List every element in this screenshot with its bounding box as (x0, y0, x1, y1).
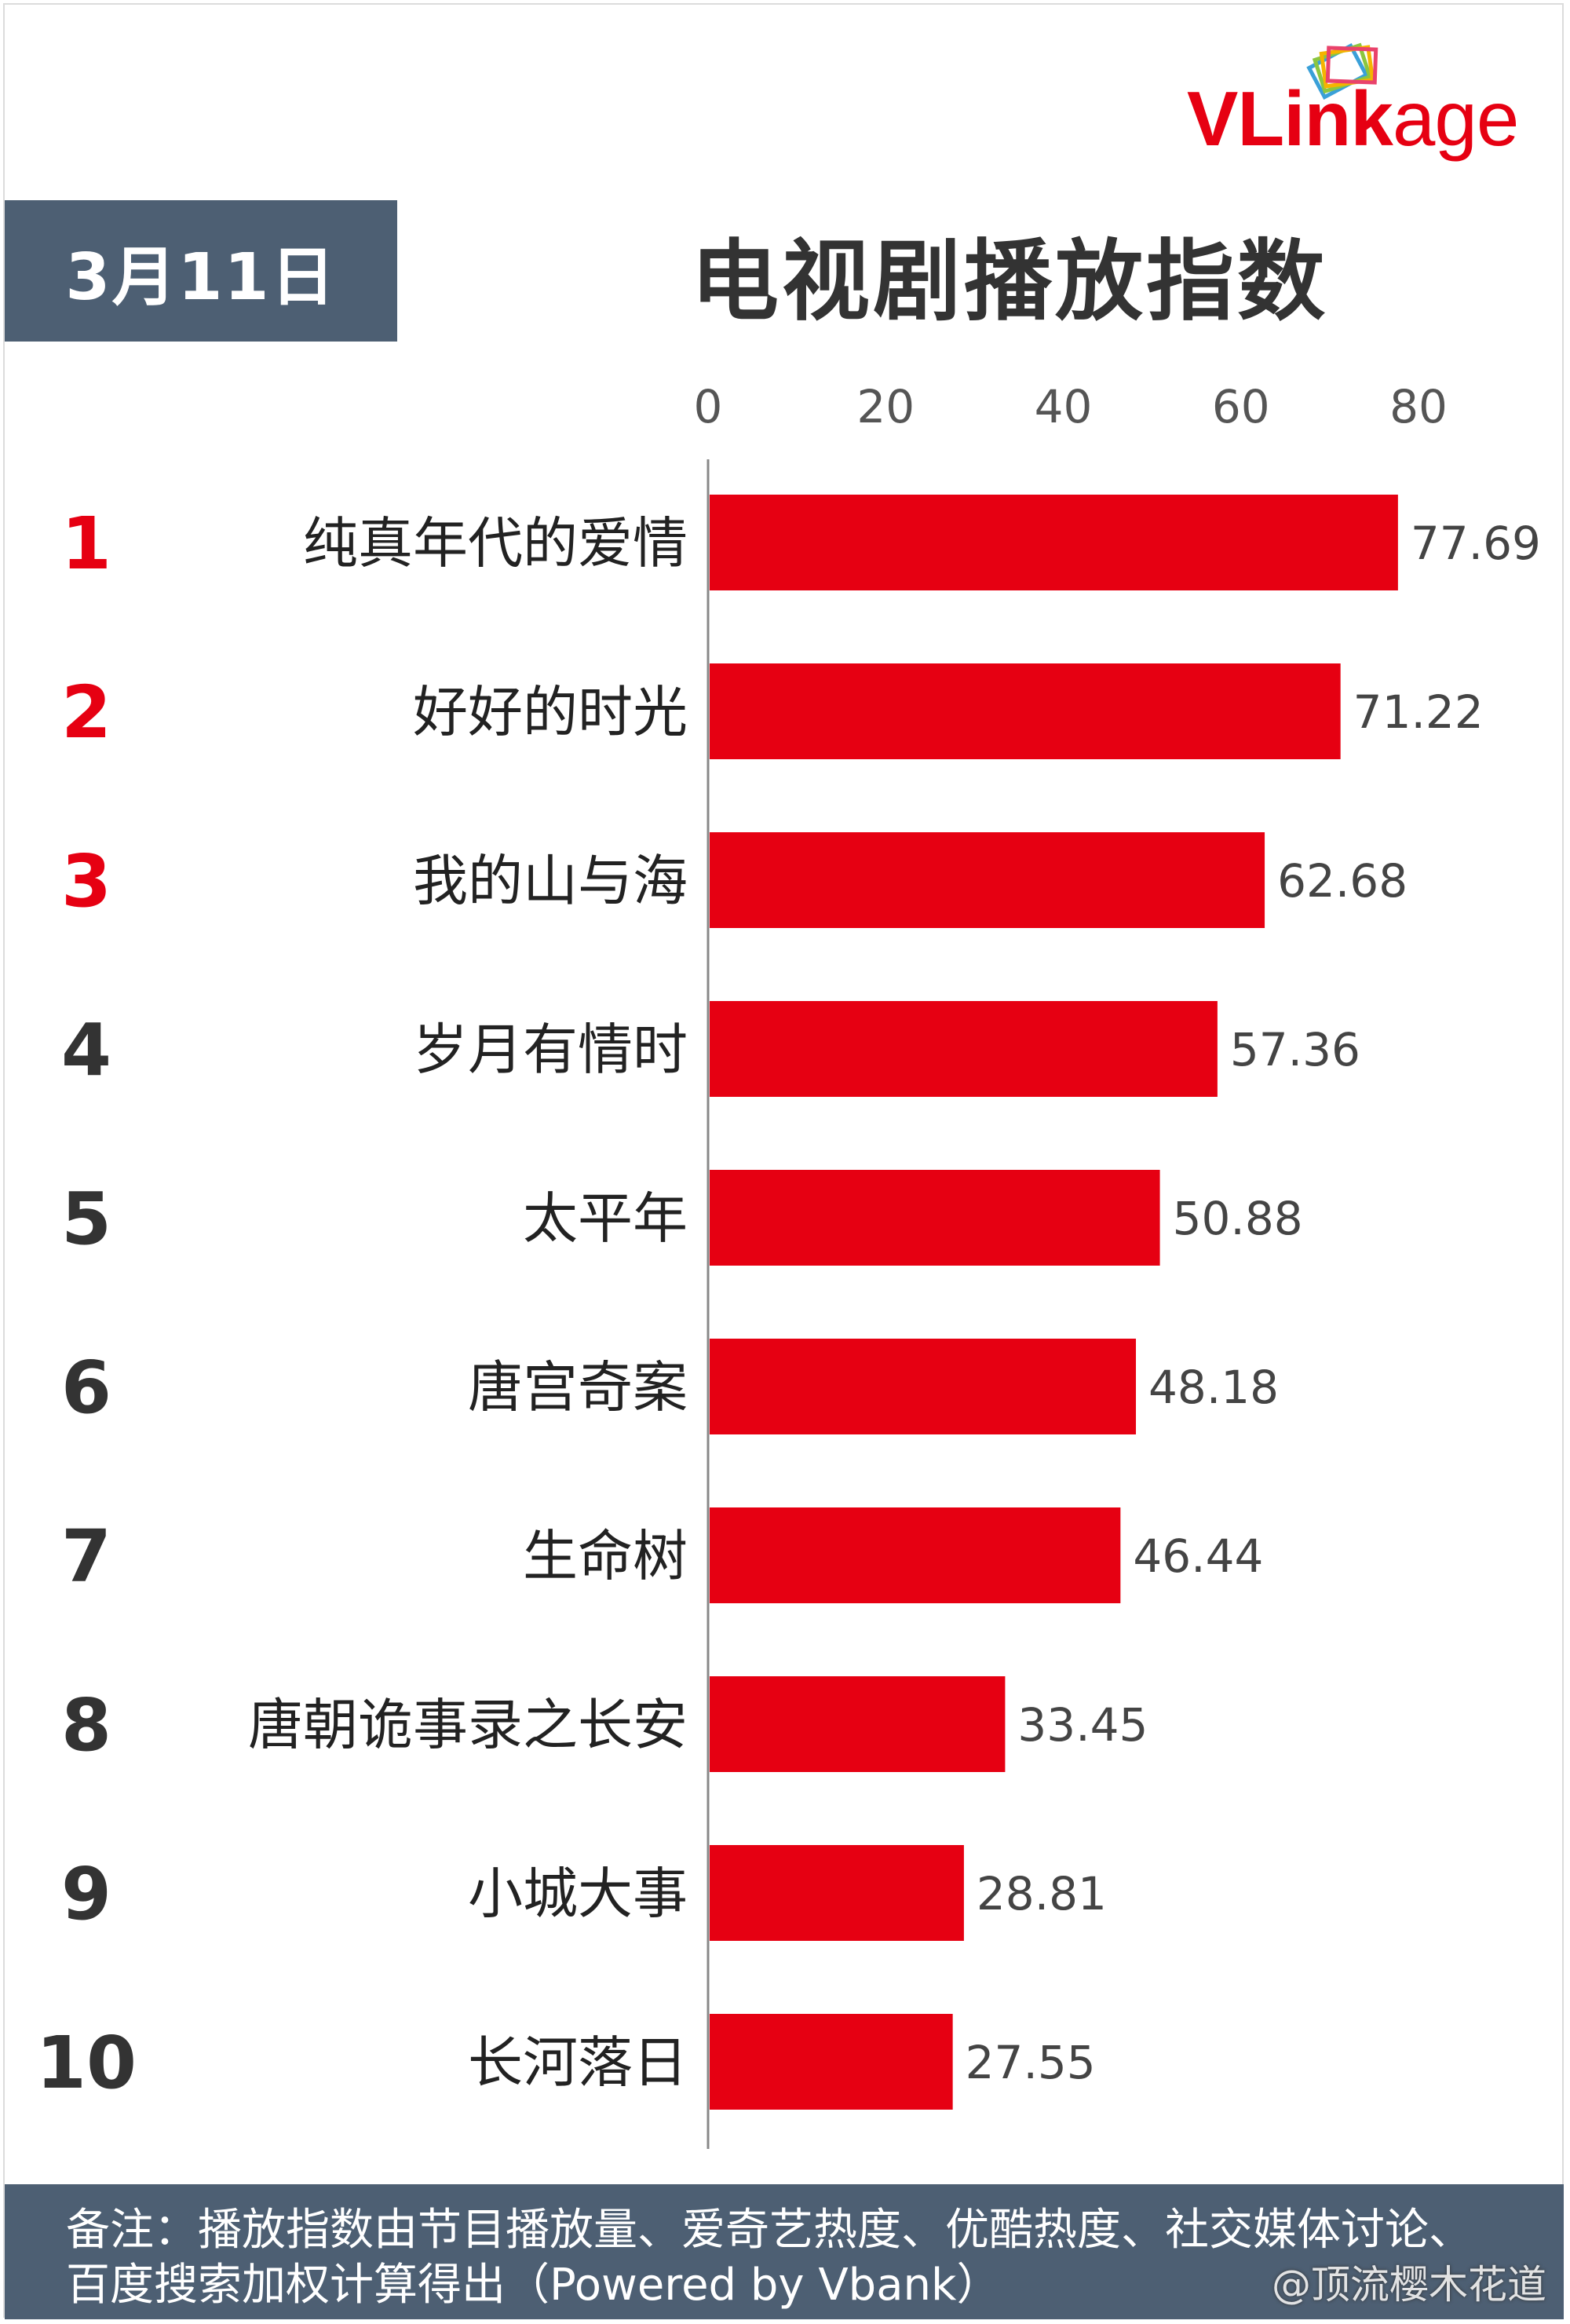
category-label: 我的山与海 (413, 849, 688, 913)
value-label: 77.69 (1411, 517, 1541, 570)
bar (710, 495, 1398, 590)
x-tick-label: 80 (1389, 380, 1448, 433)
bar (710, 1845, 964, 1941)
bar (710, 1339, 1137, 1434)
rank-label: 8 (61, 1683, 111, 1767)
x-tick-label: 40 (1035, 380, 1093, 433)
rank-label: 3 (61, 839, 111, 923)
value-label: 50.88 (1173, 1192, 1303, 1245)
category-label: 岁月有情时 (413, 1018, 688, 1082)
value-label: 33.45 (1017, 1698, 1148, 1752)
x-tick-label: 60 (1212, 380, 1270, 433)
category-label: 唐宫奇案 (468, 1355, 688, 1420)
footer-panel: 备注：播放指数由节目播放量、爱奇艺热度、优酷热度、社交媒体讨论、百度搜索加权计算… (5, 2184, 1564, 2319)
x-tick-label: 20 (856, 380, 915, 433)
rank-label: 7 (61, 1515, 111, 1599)
bar (710, 1507, 1121, 1603)
category-label: 唐朝诡事录之长安 (248, 1693, 688, 1757)
rank-label: 5 (61, 1177, 111, 1261)
logo-wordmark: VLinkage (1187, 75, 1519, 162)
rank-label: 6 (61, 1346, 111, 1430)
bar (710, 663, 1341, 759)
value-label: 46.44 (1133, 1529, 1263, 1583)
value-label: 57.36 (1230, 1023, 1360, 1076)
rank-label: 10 (36, 2021, 137, 2105)
rank-label: 1 (61, 502, 111, 586)
category-label: 生命树 (523, 1524, 688, 1588)
watermark: @顶流樱木花道 (1272, 2262, 1546, 2308)
x-tick-label: 0 (694, 380, 723, 433)
bar (710, 1676, 1006, 1772)
value-label: 27.55 (966, 2036, 1096, 2089)
value-label: 48.18 (1148, 1361, 1279, 1414)
page-title: 电视剧播放指数 (691, 231, 1328, 333)
category-label: 好好的时光 (413, 680, 688, 744)
rank-label: 4 (61, 1008, 111, 1092)
vlinkage-logo: VLinkage (1187, 31, 1556, 173)
rank-label: 2 (61, 671, 111, 755)
category-label: 小城大事 (468, 1862, 688, 1926)
category-label: 长河落日 (468, 2030, 688, 2095)
footer-note: 备注：播放指数由节目播放量、爱奇艺热度、优酷热度、社交媒体讨论、百度搜索加权计算… (66, 2205, 1473, 2311)
bar (710, 1170, 1160, 1266)
date-badge: 3月11日 (5, 200, 397, 342)
value-label: 71.22 (1353, 685, 1484, 739)
bar (710, 832, 1265, 928)
logo-cards-icon (1306, 42, 1378, 100)
category-label: 太平年 (523, 1186, 688, 1251)
category-label: 纯真年代的爱情 (303, 511, 688, 576)
rank-label: 9 (61, 1852, 111, 1936)
bar (710, 1001, 1218, 1097)
value-label: 28.81 (977, 1867, 1107, 1920)
bar (710, 2014, 953, 2110)
value-label: 62.68 (1277, 854, 1408, 908)
